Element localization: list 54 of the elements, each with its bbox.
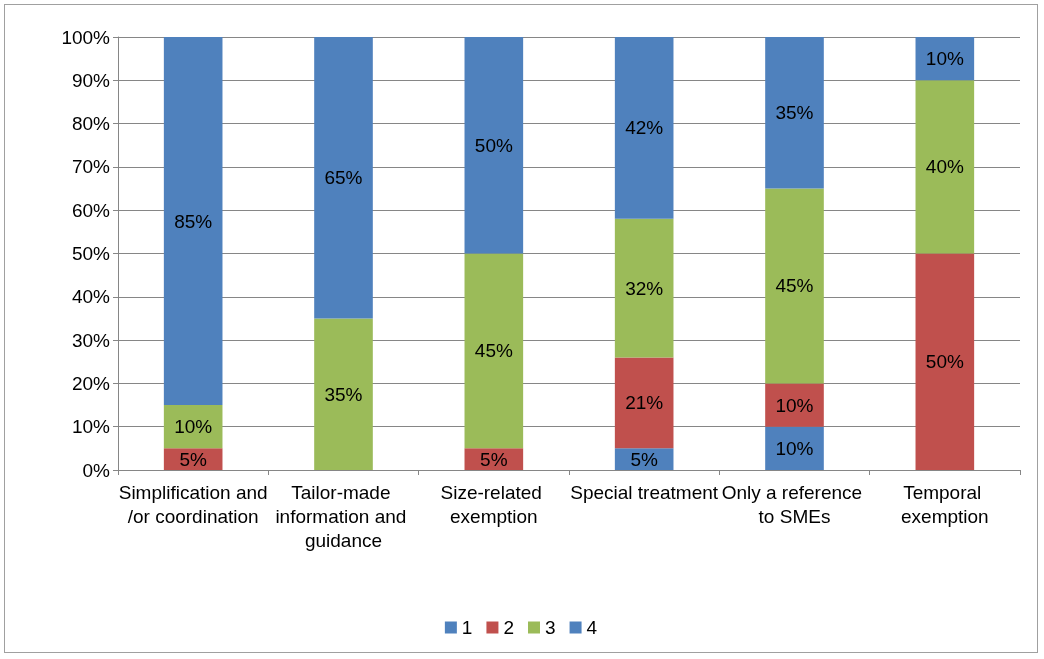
bar [765,426,824,470]
x-tick-label: Special treatment [570,481,719,503]
bar [163,37,223,406]
data-label: 10% [775,394,814,416]
bar [915,253,975,470]
y-tick-label: 30% [71,329,111,351]
bar [314,37,373,319]
legend-label: 3 [545,617,556,638]
data-label: 50% [925,351,964,373]
data-label: 5% [179,448,207,470]
x-tick-label: Tailor-made information and guidance [275,481,412,551]
data-label: 85% [174,210,213,232]
bar [614,218,674,358]
y-tick-label: 10% [71,416,111,438]
data-label: 10% [775,437,814,459]
y-tick-label: 0% [82,459,111,481]
bar [765,383,824,427]
y-tick-label: 60% [71,199,111,221]
x-tick-label: Simplification and/or coordination [118,481,268,527]
data-label: 35% [324,383,363,405]
bar [614,357,674,449]
y-tick-label: 40% [71,286,111,308]
bar [464,253,524,449]
data-label: 10% [925,48,964,70]
bar [765,37,824,189]
data-label: 21% [625,392,664,414]
data-label: 65% [324,167,363,189]
y-tick-label: 50% [71,243,111,264]
y-tick-label: 80% [71,113,111,135]
data-label: 32% [625,277,664,299]
legend-label: 2 [503,617,515,638]
x-tick-label: Temporal exemption [901,481,989,527]
x-tick-label: Only a reference to SMEs [721,481,868,527]
data-label: 50% [474,134,513,156]
data-label: 42% [625,117,664,139]
bar [915,80,975,254]
legend-label: 4 [586,617,598,638]
y-tick-label: 90% [71,69,111,91]
bar [464,37,524,254]
data-label: 45% [775,275,814,297]
data-label: 40% [925,156,964,178]
bar [614,37,674,219]
y-tick-label: 70% [71,156,111,178]
data-label: 35% [775,102,814,124]
x-tick-label: Size-related exemption [440,481,548,527]
data-label: 45% [474,340,513,362]
data-label: 5% [480,448,508,470]
data-label: 10% [174,416,213,438]
data-label: 5% [630,448,658,470]
legend-label: 1 [461,617,473,638]
bar [765,188,824,384]
y-tick-label: 100% [61,26,111,48]
y-tick-label: 20% [71,372,111,394]
bar [314,318,373,470]
